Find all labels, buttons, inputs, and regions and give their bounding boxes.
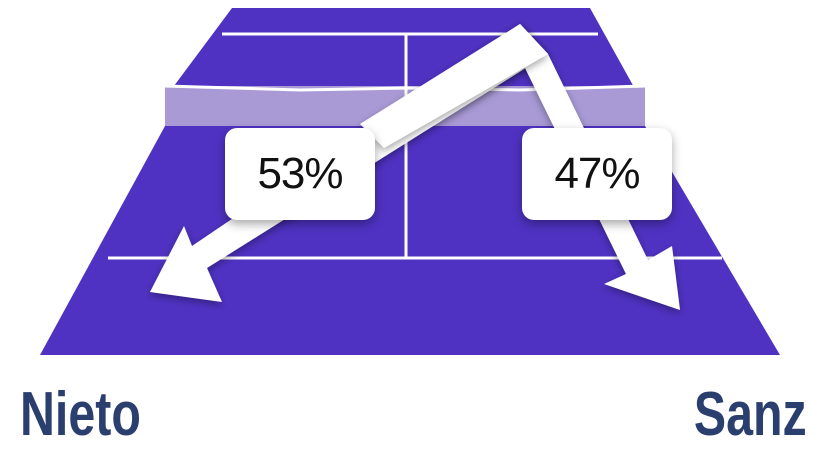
left-percent-badge: 53%	[225, 128, 375, 220]
court-far-half	[165, 8, 640, 98]
left-percent-label: 53%	[257, 149, 343, 198]
arrow-stem	[360, 24, 548, 148]
player-name-left: Nieto	[20, 380, 141, 449]
right-percent-badge: 47%	[522, 128, 672, 220]
player-name-right: Sanz	[694, 380, 807, 449]
right-percent-label: 47%	[554, 149, 640, 198]
